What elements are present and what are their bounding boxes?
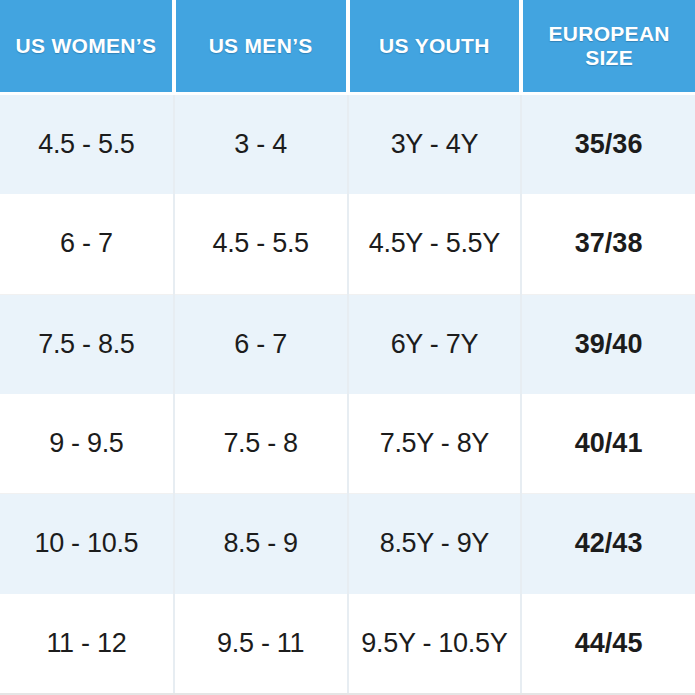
cell-us-youth: 4.5Y - 5.5Y bbox=[348, 194, 522, 294]
cell-european-size: 44/45 bbox=[521, 594, 695, 694]
cell-european-size: 39/40 bbox=[521, 294, 695, 394]
table-row: 11 - 129.5 - 119.5Y - 10.5Y44/45 bbox=[0, 594, 695, 694]
cell-us-womens: 7.5 - 8.5 bbox=[0, 294, 174, 394]
cell-us-youth: 7.5Y - 8Y bbox=[348, 394, 522, 494]
table-row: 7.5 - 8.56 - 76Y - 7Y39/40 bbox=[0, 294, 695, 394]
cell-us-womens: 9 - 9.5 bbox=[0, 394, 174, 494]
header-row: US WOMEN’S US MEN’S US YOUTH EUROPEAN SI… bbox=[0, 0, 695, 94]
cell-us-youth: 9.5Y - 10.5Y bbox=[348, 594, 522, 694]
cell-us-youth: 6Y - 7Y bbox=[348, 294, 522, 394]
cell-us-mens: 3 - 4 bbox=[174, 94, 348, 195]
cell-us-mens: 7.5 - 8 bbox=[174, 394, 348, 494]
table-row: 4.5 - 5.53 - 43Y - 4Y35/36 bbox=[0, 94, 695, 195]
cell-us-womens: 4.5 - 5.5 bbox=[0, 94, 174, 195]
cell-us-mens: 6 - 7 bbox=[174, 294, 348, 394]
cell-us-womens: 10 - 10.5 bbox=[0, 494, 174, 594]
header-us-womens: US WOMEN’S bbox=[0, 0, 174, 94]
table-row: 9 - 9.57.5 - 87.5Y - 8Y40/41 bbox=[0, 394, 695, 494]
size-conversion-table: US WOMEN’S US MEN’S US YOUTH EUROPEAN SI… bbox=[0, 0, 695, 695]
table-row: 6 - 74.5 - 5.54.5Y - 5.5Y37/38 bbox=[0, 194, 695, 294]
cell-us-mens: 8.5 - 9 bbox=[174, 494, 348, 594]
header-european-size: EUROPEAN SIZE bbox=[521, 0, 695, 94]
cell-us-youth: 3Y - 4Y bbox=[348, 94, 522, 195]
cell-us-mens: 4.5 - 5.5 bbox=[174, 194, 348, 294]
cell-us-womens: 6 - 7 bbox=[0, 194, 174, 294]
cell-european-size: 42/43 bbox=[521, 494, 695, 594]
cell-european-size: 40/41 bbox=[521, 394, 695, 494]
cell-us-youth: 8.5Y - 9Y bbox=[348, 494, 522, 594]
cell-european-size: 37/38 bbox=[521, 194, 695, 294]
table-row: 10 - 10.58.5 - 98.5Y - 9Y42/43 bbox=[0, 494, 695, 594]
size-table-body: 4.5 - 5.53 - 43Y - 4Y35/366 - 74.5 - 5.5… bbox=[0, 94, 695, 695]
cell-us-mens: 9.5 - 11 bbox=[174, 594, 348, 694]
header-us-mens: US MEN’S bbox=[174, 0, 348, 94]
cell-european-size: 35/36 bbox=[521, 94, 695, 195]
header-us-youth: US YOUTH bbox=[348, 0, 522, 94]
size-table-header: US WOMEN’S US MEN’S US YOUTH EUROPEAN SI… bbox=[0, 0, 695, 94]
cell-us-womens: 11 - 12 bbox=[0, 594, 174, 694]
